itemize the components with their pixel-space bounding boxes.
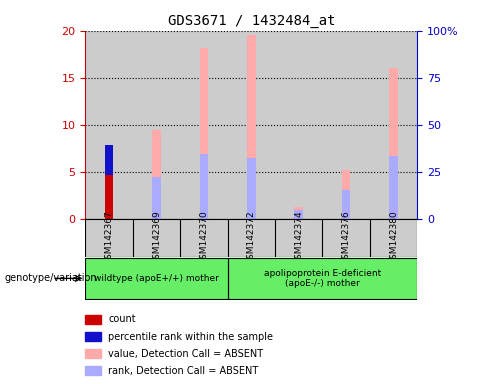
Bar [294,210,303,219]
Bar [85,332,102,341]
Bar [180,219,227,257]
Text: count: count [108,314,136,324]
Bar [370,31,417,219]
Bar [227,219,275,257]
Bar [275,31,323,219]
Bar [85,258,227,299]
Text: GSM142369: GSM142369 [152,211,161,265]
Text: value, Detection Call = ABSENT: value, Detection Call = ABSENT [108,349,264,359]
Bar [247,35,256,219]
Bar [342,170,350,219]
Text: GSM142374: GSM142374 [294,211,303,265]
Title: GDS3671 / 1432484_at: GDS3671 / 1432484_at [167,14,335,28]
Text: rank, Detection Call = ABSENT: rank, Detection Call = ABSENT [108,366,259,376]
Bar [85,366,102,375]
Bar [85,31,133,219]
Bar [105,175,113,219]
Bar [85,349,102,358]
Bar [85,219,133,257]
Bar [323,219,370,257]
Text: apolipoprotein E-deficient
(apoE-/-) mother: apolipoprotein E-deficient (apoE-/-) mot… [264,269,381,288]
Text: GSM142372: GSM142372 [247,211,256,265]
Text: GSM142380: GSM142380 [389,211,398,265]
Bar [275,219,323,257]
Bar [342,190,350,219]
Bar [133,219,180,257]
Bar [227,31,275,219]
Text: GSM142370: GSM142370 [200,211,208,265]
Bar [152,177,161,219]
Bar [389,156,398,219]
Bar [152,129,161,219]
Text: GSM142376: GSM142376 [342,211,351,265]
Bar [227,258,417,299]
Text: percentile rank within the sample: percentile rank within the sample [108,332,273,342]
Bar [247,158,256,219]
Bar [133,31,180,219]
Text: genotype/variation: genotype/variation [5,273,98,283]
Bar [200,48,208,219]
Text: wildtype (apoE+/+) mother: wildtype (apoE+/+) mother [94,274,219,283]
Bar [227,258,417,299]
Bar [85,315,102,324]
Bar [294,207,303,219]
Bar [85,258,227,299]
Bar [323,31,370,219]
Text: GSM142367: GSM142367 [104,211,114,265]
Bar [389,68,398,219]
Bar [370,219,417,257]
Bar [200,154,208,219]
Bar [105,144,113,175]
Bar [180,31,227,219]
